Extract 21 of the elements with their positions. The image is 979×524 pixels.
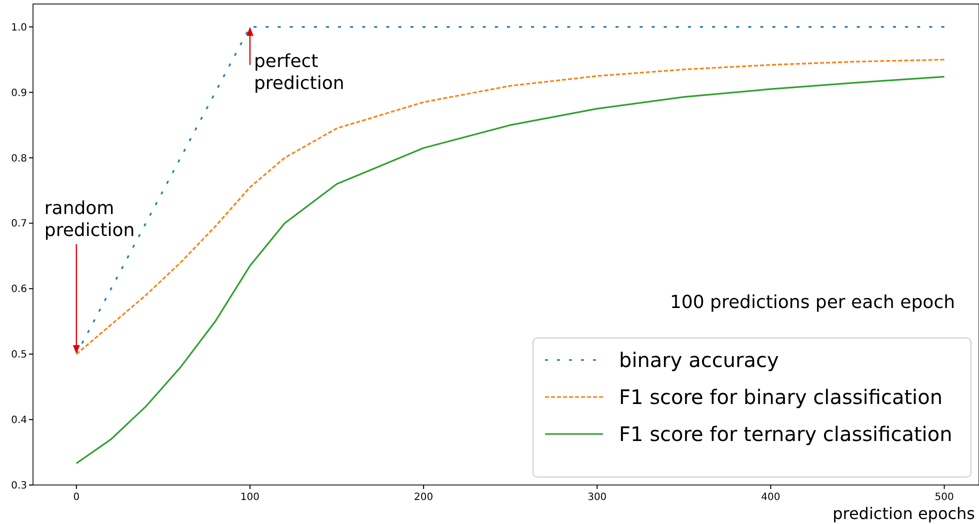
x-tick-label: 0 xyxy=(73,492,80,503)
x-tick-label: 500 xyxy=(934,492,954,503)
annotation: perfect prediction xyxy=(254,50,344,94)
y-tick-label: 0.5 xyxy=(11,350,27,361)
x-tick-label: 300 xyxy=(588,492,607,503)
y-tick-label: 0.6 xyxy=(11,284,27,296)
x-axis-title: prediction epochs xyxy=(832,504,975,523)
y-tick-label: 0.3 xyxy=(11,480,27,492)
x-tick-label: 100 xyxy=(240,492,260,503)
legend-label: binary accuracy xyxy=(619,348,779,372)
y-tick-label: 1.0 xyxy=(11,22,27,34)
y-tick-label: 0.8 xyxy=(11,153,27,164)
annotation: 100 predictions per each epoch xyxy=(670,292,955,313)
y-tick-label: 0.4 xyxy=(11,415,27,426)
legend-label: F1 score for binary classification xyxy=(619,385,943,409)
annotation: random prediction xyxy=(44,198,135,242)
x-tick-label: 200 xyxy=(414,492,434,503)
legend-label: F1 score for ternary classification xyxy=(619,422,952,446)
y-tick-label: 0.9 xyxy=(11,88,27,99)
y-tick-label: 0.7 xyxy=(11,218,27,230)
x-tick-label: 400 xyxy=(761,492,780,503)
